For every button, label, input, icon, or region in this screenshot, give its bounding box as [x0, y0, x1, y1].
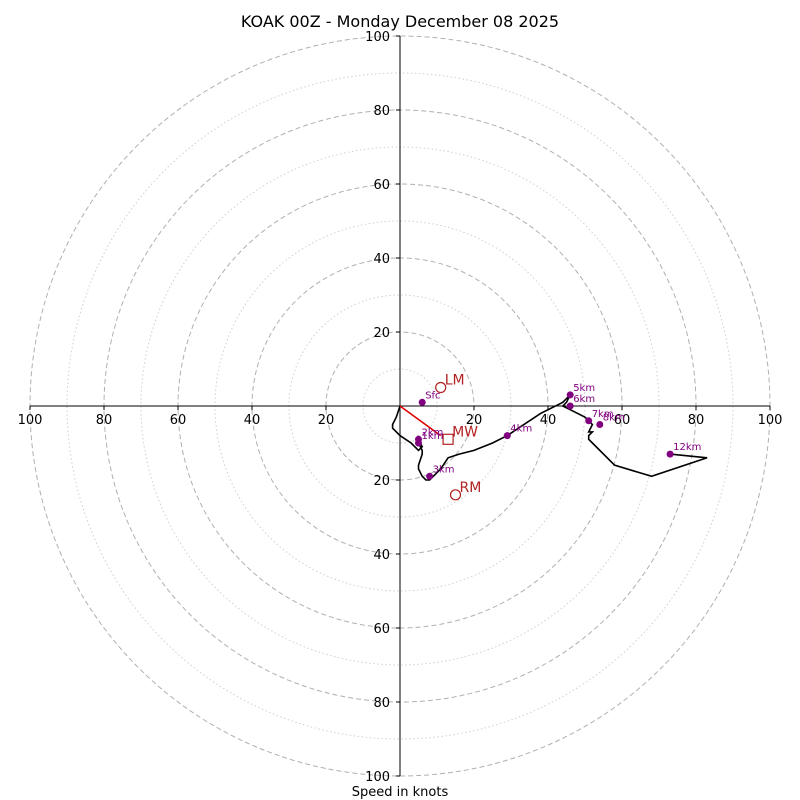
y-tick-label: 20: [373, 326, 390, 341]
shear-vector-layer: [399, 405, 442, 437]
x-tick-label: 20: [318, 413, 335, 428]
storm-label-mw: MW: [452, 424, 478, 440]
height-label-7km: 7km: [592, 409, 614, 420]
height-label-12km: 12km: [673, 442, 701, 453]
height-label-1km: 1km: [422, 431, 444, 442]
x-tick-label: 60: [614, 413, 631, 428]
y-tick-label: 60: [373, 622, 390, 637]
y-tick-label: 100: [365, 30, 390, 45]
x-tick-label: 40: [540, 413, 557, 428]
storm-label-lm: LM: [445, 373, 465, 389]
height-label-8km: 8km: [603, 413, 625, 424]
storm-marker-mw: [442, 433, 454, 445]
y-tick-label: 40: [373, 252, 390, 267]
height-point-5km: [566, 391, 574, 399]
y-tick-label: 80: [373, 696, 390, 711]
height-label-5km: 5km: [573, 383, 595, 394]
x-axis-label: Speed in knots: [352, 785, 449, 800]
height-point-sfc: [418, 398, 426, 406]
x-tick-label: 20: [466, 413, 483, 428]
hodograph-trace: [391, 394, 708, 481]
x-axis-ticks: 100 80 60 40 20 20 40 60 80 100: [18, 406, 783, 428]
height-point-12km: [666, 450, 674, 458]
y-tick-label: 40: [373, 548, 390, 563]
storm-marker-rm: [449, 489, 462, 501]
x-tick-label: 60: [170, 413, 187, 428]
height-point-2km: [415, 435, 422, 443]
x-tick-label: 100: [18, 413, 43, 428]
hodograph-layer: [391, 394, 708, 481]
height-label-6km: 6km: [573, 394, 595, 405]
y-tick-label: 20: [373, 474, 390, 489]
shear-vector: [399, 405, 442, 437]
height-label-sfc: Sfc: [425, 390, 440, 401]
height-point-4km: [503, 432, 511, 440]
x-tick-label: 40: [244, 413, 261, 428]
y-tick-label: 100: [365, 770, 390, 785]
height-point-6km: [566, 402, 574, 410]
x-tick-label: 80: [688, 413, 705, 428]
height-point-8km: [596, 421, 604, 428]
storm-label-rm: RM: [460, 480, 482, 496]
y-axis-ticks: 100 80 60 40 20 20 40 60 80 100: [365, 30, 400, 785]
height-label-2km: 2km: [422, 427, 444, 438]
height-point-7km: [585, 417, 593, 425]
y-tick-label: 60: [373, 178, 390, 193]
x-tick-label: 80: [96, 413, 113, 428]
x-tick-label: 100: [758, 413, 783, 428]
height-point-3km: [426, 472, 434, 480]
y-tick-label: 80: [373, 104, 390, 119]
storm-marker-lm: [435, 381, 447, 394]
height-label-4km: 4km: [510, 424, 532, 435]
height-label-3km: 3km: [433, 464, 455, 475]
storm-motion-layer: LM MW RM: [435, 373, 482, 501]
chart-title: KOAK 00Z - Monday December 08 2025: [241, 12, 559, 31]
